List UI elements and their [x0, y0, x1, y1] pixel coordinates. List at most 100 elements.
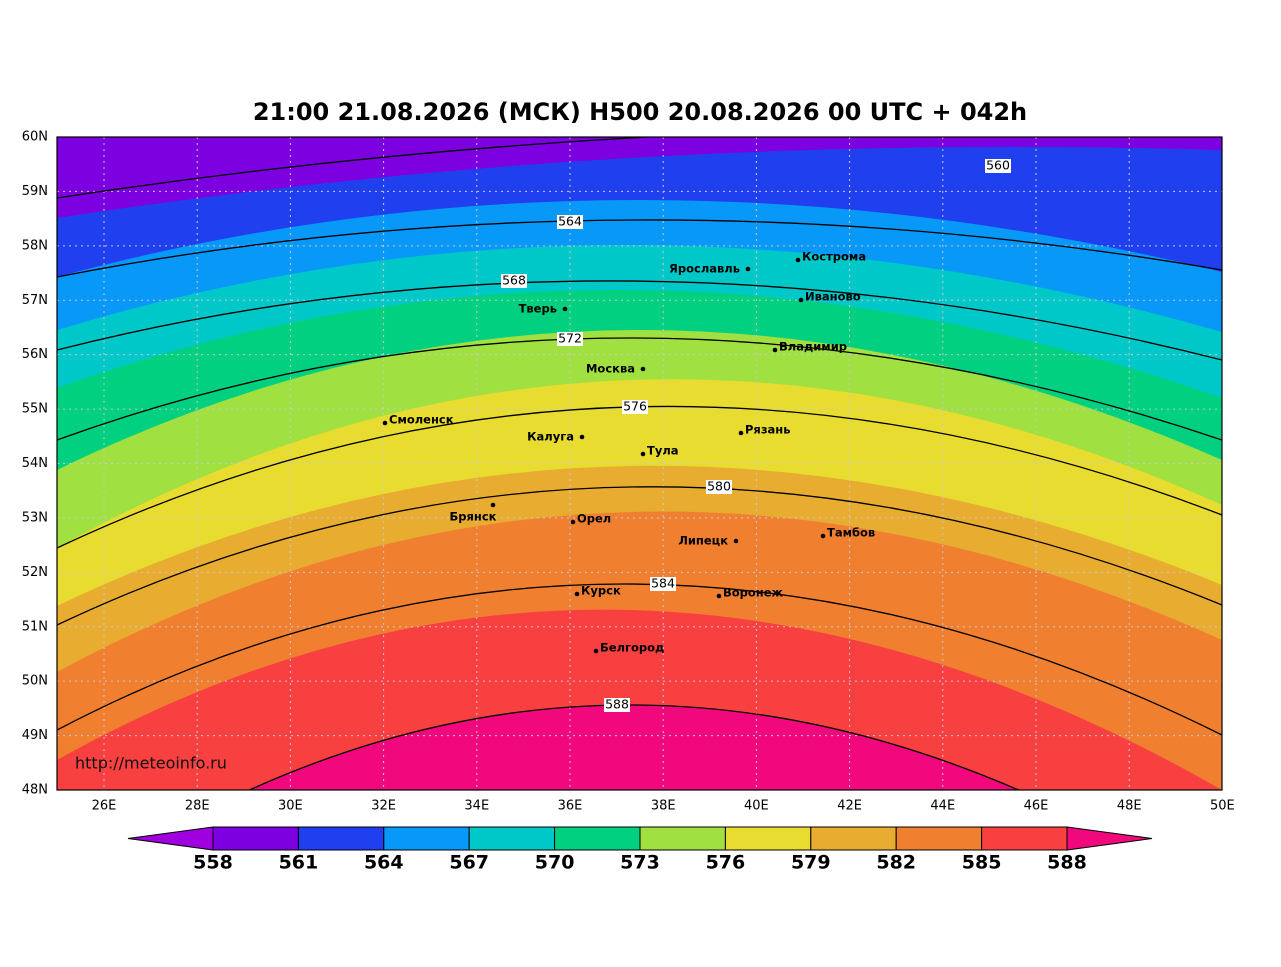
colorbar-extend — [1066, 826, 1153, 851]
colorbar-box — [639, 826, 726, 851]
colorbar-box — [895, 826, 983, 851]
contour-label: 580 — [707, 479, 731, 494]
lon-label: 48E — [1117, 799, 1142, 814]
lat-label: 53N — [22, 510, 48, 525]
title: 21:00 21.08.2026 (МСК) H500 20.08.2026 0… — [253, 98, 1027, 126]
contour-label: 564 — [558, 214, 582, 229]
lon-label: 36E — [558, 799, 583, 814]
lon-label: 34E — [464, 799, 489, 814]
colorbar-box — [810, 826, 897, 851]
contour-line — [57, 337, 1222, 441]
city-label: Тверь — [519, 302, 557, 316]
lat-label: 54N — [22, 456, 48, 471]
lat-label: 55N — [22, 402, 48, 417]
lat-label: 56N — [22, 347, 48, 362]
city-dot — [570, 519, 576, 525]
city-label: Тула — [647, 444, 679, 458]
lat-label: 59N — [22, 184, 48, 199]
colorbar-box — [383, 826, 470, 851]
city-dot — [795, 257, 801, 263]
city-dot — [579, 434, 585, 440]
city-dot — [798, 297, 804, 303]
colorbar-box — [981, 826, 1068, 851]
city-dot — [820, 533, 826, 539]
contour-label: 584 — [651, 576, 675, 591]
colorbar-label: 582 — [876, 852, 916, 874]
colorbar-label: 579 — [791, 852, 831, 874]
city-dot — [640, 451, 646, 457]
city-label: Белгород — [600, 641, 664, 655]
lat-label: 52N — [22, 565, 48, 580]
contour-label-bg — [557, 332, 583, 346]
lat-label: 60N — [22, 130, 48, 145]
colorbar-box — [724, 826, 812, 851]
lat-label: 48N — [22, 783, 48, 798]
lon-label: 50E — [1210, 799, 1235, 814]
city-label: Брянск — [450, 510, 497, 524]
lat-label: 50N — [22, 674, 48, 689]
colorbar-label: 576 — [706, 852, 746, 874]
contour-line — [57, 486, 1222, 626]
city-label: Москва — [586, 362, 635, 376]
contour-label-bg — [604, 698, 630, 712]
colorbar-box — [297, 826, 385, 851]
colorbar-extend — [127, 826, 214, 851]
city-dot — [745, 266, 751, 272]
colorbar-box — [554, 826, 641, 851]
city-dot — [716, 593, 722, 599]
lat-label: 58N — [22, 238, 48, 253]
city-dot — [562, 306, 568, 312]
lat-label: 49N — [22, 728, 48, 743]
city-label: Иваново — [805, 290, 861, 304]
colorbar-label: 585 — [962, 852, 1002, 874]
city-dot — [772, 347, 778, 353]
city-label: Тамбов — [827, 526, 875, 540]
lat-label: 57N — [22, 293, 48, 308]
city-label: Ярославль — [669, 262, 740, 276]
lon-label: 28E — [185, 799, 210, 814]
colorbar-box — [212, 826, 299, 851]
colorbar-label: 588 — [1047, 852, 1087, 874]
colorbar-label: 567 — [449, 852, 489, 874]
lon-label: 44E — [930, 799, 955, 814]
city-dot — [490, 502, 496, 508]
contour-line — [57, 137, 660, 199]
colorbar-label: 558 — [193, 852, 233, 874]
contour-label: 576 — [623, 399, 647, 414]
lon-label: 30E — [278, 799, 303, 814]
contour-label: 560 — [986, 158, 1010, 173]
lon-label: 40E — [744, 799, 769, 814]
city-label: Кострома — [802, 250, 866, 264]
lon-label: 38E — [651, 799, 676, 814]
city-label: Липецк — [678, 534, 728, 548]
colorbar-label: 564 — [364, 852, 404, 874]
contour-line — [57, 583, 1222, 736]
lon-label: 26E — [92, 799, 117, 814]
watermark: http://meteoinfo.ru — [75, 754, 227, 773]
city-dot — [640, 366, 646, 372]
city-label: Курск — [581, 584, 621, 598]
colorbar-label: 561 — [279, 852, 319, 874]
colorbar: 558 561 564 567 570 573 576 579 582 585 588 — [127, 826, 1153, 874]
band — [57, 137, 1222, 218]
contour-label: 568 — [502, 273, 526, 288]
city-label: Владимир — [779, 340, 847, 354]
city-label: Смоленск — [389, 413, 454, 427]
colorbar-label: 573 — [620, 852, 660, 874]
city-dot — [574, 591, 580, 597]
map: 560 564 568 572 576 580 584 588 — [57, 137, 1222, 790]
contour-label-bg — [650, 577, 676, 591]
contour-label: 588 — [605, 697, 629, 712]
contour-label-bg — [557, 215, 583, 229]
city-dot — [738, 430, 744, 436]
contour-label-bg — [706, 480, 732, 494]
lon-label: 46E — [1024, 799, 1049, 814]
city-label: Калуга — [527, 430, 574, 444]
lon-label: 32E — [371, 799, 396, 814]
contour-line — [57, 219, 1222, 278]
contour-label: 572 — [558, 331, 582, 346]
contour-line — [57, 280, 1222, 361]
map-frame — [56, 136, 1223, 791]
colorbar-label: 570 — [535, 852, 575, 874]
lat-label: 51N — [22, 619, 48, 634]
